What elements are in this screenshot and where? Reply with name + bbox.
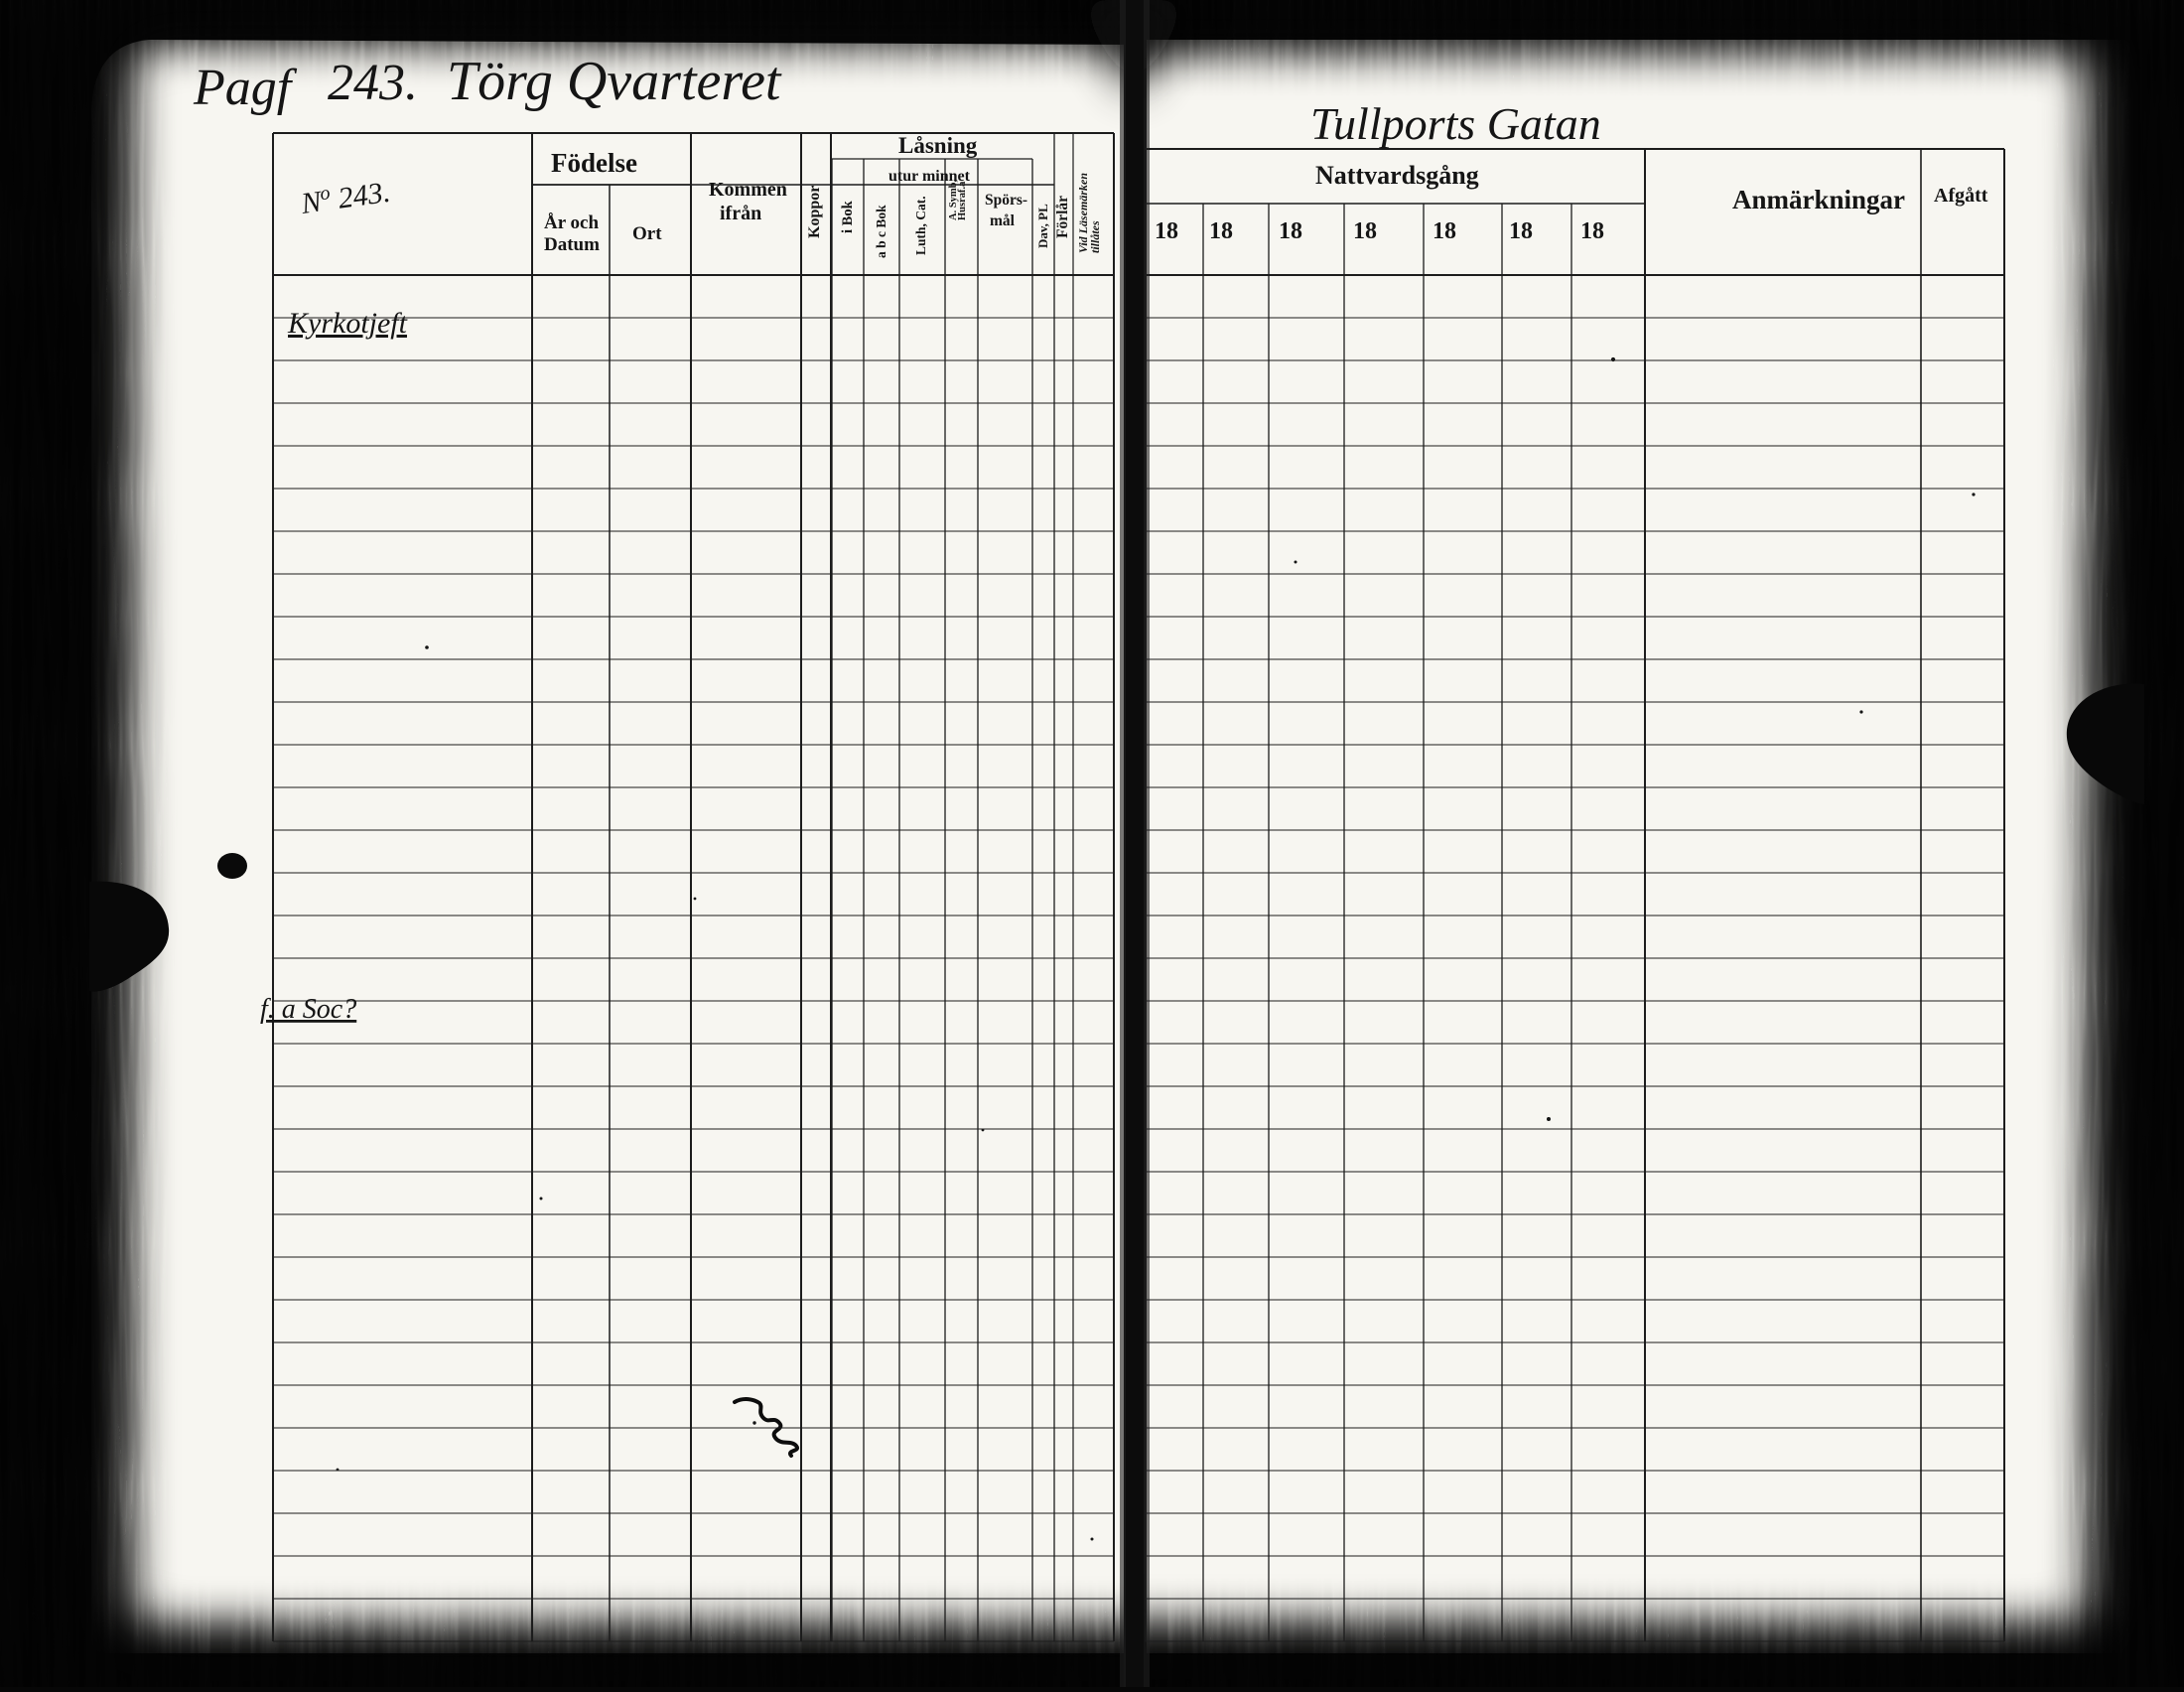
svg-text:f. a Soc?: f. a Soc? xyxy=(260,994,356,1025)
svg-text:Kommen: Kommen xyxy=(709,179,787,201)
svg-text:18: 18 xyxy=(1580,218,1604,244)
svg-text:Datum: Datum xyxy=(544,234,600,255)
svg-text:Tullports Gatan: Tullports Gatan xyxy=(1310,98,1601,149)
svg-text:År och: År och xyxy=(544,212,599,233)
svg-text:mål: mål xyxy=(990,212,1016,229)
svg-text:tillåtes: tillåtes xyxy=(1088,220,1102,253)
svg-text:Pagf: Pagf xyxy=(193,60,298,116)
svg-text:Husraf.a: Husraf.a xyxy=(957,181,968,220)
svg-text:Spörs-: Spörs- xyxy=(985,192,1027,209)
svg-text:Födelse: Födelse xyxy=(551,148,637,178)
svg-text:18: 18 xyxy=(1155,218,1178,244)
svg-text:18: 18 xyxy=(1509,218,1533,244)
svg-text:Anmärkningar: Anmärkningar xyxy=(1732,185,1905,214)
svg-text:18: 18 xyxy=(1279,218,1302,244)
svg-text:i Bok: i Bok xyxy=(840,200,856,233)
svg-text:Törg Qvarteret: Törg Qvarteret xyxy=(447,51,782,112)
svg-text:Förlår: Förlår xyxy=(1054,196,1071,238)
svg-text:Luth, Cat.: Luth, Cat. xyxy=(913,196,928,255)
svg-text:18: 18 xyxy=(1353,218,1377,244)
svg-text:18: 18 xyxy=(1209,218,1233,244)
svg-text:243.: 243. xyxy=(328,55,418,111)
svg-text:Koppor: Koppor xyxy=(806,186,823,238)
svg-text:ifrån: ifrån xyxy=(720,203,761,224)
svg-text:18: 18 xyxy=(1433,218,1456,244)
svg-text:Dav, PL: Dav, PL xyxy=(1035,204,1050,248)
svg-text:Kyrkotjeft: Kyrkotjeft xyxy=(287,307,408,340)
svg-text:a b c Bok: a b c Bok xyxy=(874,205,888,258)
svg-text:Låsning: Låsning xyxy=(898,133,978,158)
svg-text:Afgått: Afgått xyxy=(1934,185,1988,207)
svg-text:Ort: Ort xyxy=(632,223,662,244)
svg-text:Nattvardsgång: Nattvardsgång xyxy=(1315,161,1479,190)
